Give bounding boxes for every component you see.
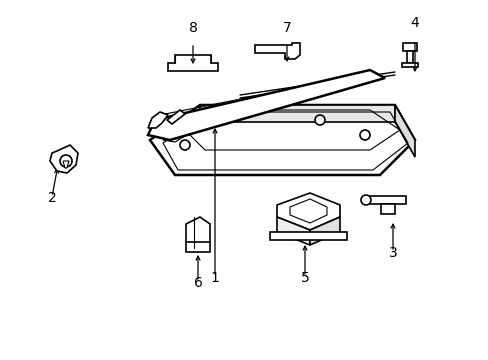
- Circle shape: [180, 140, 190, 150]
- Polygon shape: [148, 112, 168, 128]
- Polygon shape: [185, 242, 209, 252]
- Polygon shape: [63, 161, 69, 168]
- Polygon shape: [276, 217, 309, 245]
- Circle shape: [60, 155, 72, 167]
- Text: 2: 2: [47, 191, 56, 205]
- Text: 7: 7: [282, 21, 291, 35]
- Polygon shape: [369, 196, 405, 204]
- Polygon shape: [148, 70, 384, 140]
- Polygon shape: [269, 232, 346, 240]
- Polygon shape: [406, 51, 412, 63]
- Polygon shape: [167, 110, 184, 124]
- Polygon shape: [50, 145, 78, 173]
- Text: 5: 5: [300, 271, 309, 285]
- Polygon shape: [402, 43, 416, 51]
- Polygon shape: [168, 55, 218, 71]
- Circle shape: [180, 123, 190, 133]
- Polygon shape: [200, 105, 394, 122]
- Polygon shape: [380, 204, 394, 214]
- Polygon shape: [394, 105, 414, 157]
- Circle shape: [314, 115, 325, 125]
- Circle shape: [360, 195, 370, 205]
- Polygon shape: [276, 193, 339, 230]
- Polygon shape: [401, 63, 417, 67]
- Polygon shape: [309, 217, 339, 245]
- Text: 8: 8: [188, 21, 197, 35]
- Polygon shape: [362, 198, 369, 202]
- Text: 4: 4: [410, 16, 419, 30]
- Circle shape: [359, 130, 369, 140]
- Polygon shape: [150, 105, 414, 175]
- Polygon shape: [185, 217, 209, 248]
- Polygon shape: [254, 43, 299, 59]
- Text: 3: 3: [388, 246, 397, 260]
- Text: 1: 1: [210, 271, 219, 285]
- Text: 6: 6: [193, 276, 202, 290]
